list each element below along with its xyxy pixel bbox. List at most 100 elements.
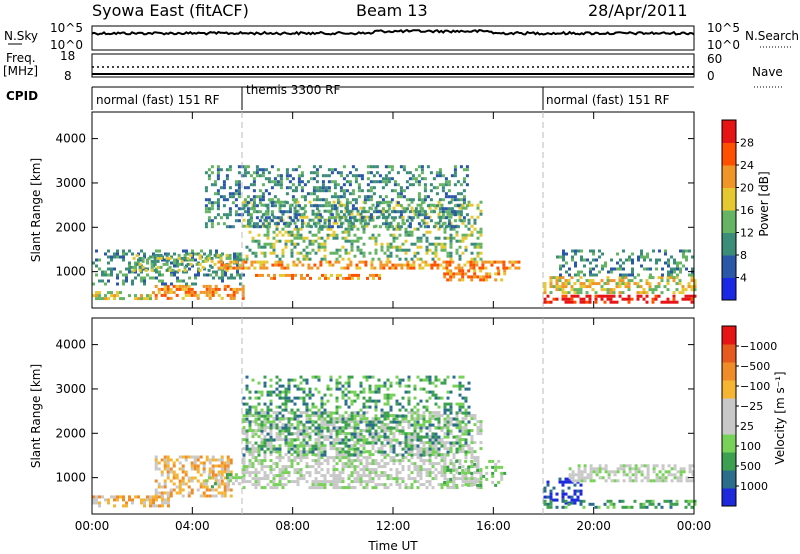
velocity-ytick-0: 1000 bbox=[55, 471, 86, 485]
velocity-xtick-1: 04:00 bbox=[175, 519, 210, 533]
velocity-xlabel: Time UT bbox=[367, 539, 418, 553]
nsky-label: N.Sky bbox=[4, 29, 38, 43]
velocity-region-4 bbox=[242, 375, 471, 457]
power-cbar-tick-1: 8 bbox=[740, 249, 747, 262]
power-region-8 bbox=[204, 165, 469, 229]
velocity-xtick-2: 08:00 bbox=[275, 519, 310, 533]
beam-title: Beam 13 bbox=[356, 1, 428, 20]
velocity-cbar-seg-6 bbox=[722, 380, 736, 399]
power-cbar-seg-6 bbox=[722, 142, 736, 166]
velocity-cbar-seg-4 bbox=[722, 416, 736, 435]
velocity-cbar-tick-5: −100 bbox=[740, 380, 770, 393]
station-title: Syowa East (fitACF) bbox=[92, 1, 249, 20]
velocity-cbar-tick-4: −25 bbox=[740, 400, 763, 413]
power-colorbar-label: Power [dB] bbox=[757, 171, 771, 236]
velocity-cbar-seg-1 bbox=[722, 470, 736, 489]
power-cbar-seg-4 bbox=[722, 187, 736, 211]
velocity-cbar-seg-8 bbox=[722, 344, 736, 363]
power-cbar-seg-1 bbox=[722, 255, 736, 278]
power-cbar-tick-2: 12 bbox=[740, 227, 754, 240]
velocity-cbar-seg-3 bbox=[722, 434, 736, 453]
power-y-axis: 1000 2000 3000 4000 bbox=[55, 132, 694, 279]
velocity-xtick-3: 12:00 bbox=[376, 519, 411, 533]
nsky-panel bbox=[91, 25, 695, 51]
velocity-ytick-3: 4000 bbox=[55, 338, 86, 352]
power-region-1 bbox=[154, 284, 245, 300]
power-cbar-seg-3 bbox=[722, 210, 736, 233]
nsky-line bbox=[91, 28, 695, 36]
velocity-xtick-0: 00:00 bbox=[75, 519, 110, 533]
power-region-4 bbox=[217, 260, 521, 270]
cpid-segment-2: themis 3300 RF bbox=[246, 83, 340, 97]
nsky-tick-top: 10^5 bbox=[50, 21, 83, 35]
velocity-xtick-5: 20:00 bbox=[576, 519, 611, 533]
power-cbar-seg-2 bbox=[722, 232, 736, 256]
power-region-11 bbox=[556, 249, 694, 277]
velocity-y-axis: 1000 2000 3000 4000 bbox=[55, 338, 694, 485]
nsearch-label: N.Search bbox=[745, 29, 799, 43]
velocity-ylabel: Slant Range [km] bbox=[29, 364, 43, 468]
power-heatmap bbox=[92, 165, 697, 304]
power-region-0 bbox=[92, 291, 155, 301]
velocity-cbar-tick-7: −1000 bbox=[740, 340, 777, 353]
power-cbar-tick-4: 20 bbox=[740, 182, 754, 195]
velocity-heatmap bbox=[92, 375, 697, 509]
cpid-segment-1: normal (fast) 151 RF bbox=[96, 93, 220, 107]
nsky-tick-bottom: 10^0 bbox=[50, 38, 83, 52]
velocity-colorbar: 1000 500 100 25 −25 −100 −500 −1000 bbox=[721, 325, 777, 507]
date-title: 28/Apr/2011 bbox=[588, 1, 688, 20]
velocity-cbar-tick-0: 1000 bbox=[740, 480, 768, 493]
power-region-5 bbox=[255, 273, 381, 280]
velocity-region-2 bbox=[204, 473, 244, 489]
power-region-10 bbox=[543, 276, 697, 295]
power-ylabel: Slant Range [km] bbox=[29, 158, 43, 262]
power-colorbar: 4 8 12 16 20 24 28 bbox=[721, 119, 754, 301]
power-region-9 bbox=[543, 294, 697, 304]
cpid-label: CPID bbox=[6, 89, 38, 103]
power-region-3 bbox=[129, 253, 232, 272]
cpid-segment-3: normal (fast) 151 RF bbox=[546, 93, 670, 107]
velocity-region-1 bbox=[154, 455, 233, 498]
velocity-cbar-tick-6: −500 bbox=[740, 360, 770, 373]
power-cbar-tick-3: 16 bbox=[740, 204, 754, 217]
freq-label-2: [MHz] bbox=[3, 64, 38, 78]
velocity-ytick-1: 2000 bbox=[55, 426, 86, 440]
velocity-xtick-4: 16:00 bbox=[476, 519, 511, 533]
velocity-colorbar-label: Velocity [m s⁻¹] bbox=[773, 371, 787, 464]
nsearch-tick-bottom: 10^0 bbox=[707, 38, 740, 52]
power-region-6 bbox=[443, 269, 507, 282]
freq-panel bbox=[91, 53, 695, 78]
velocity-x-axis: 00:00 04:00 08:00 12:00 16:00 20:00 00:00 bbox=[75, 318, 712, 533]
nave-label: Nave bbox=[752, 65, 783, 79]
freq-tick-top: 18 bbox=[60, 49, 75, 63]
nave-tick-top: 60 bbox=[707, 52, 722, 66]
power-ytick-1: 2000 bbox=[55, 220, 86, 234]
velocity-region-0 bbox=[92, 495, 170, 508]
velocity-region-7 bbox=[543, 499, 697, 509]
power-cbar-seg-0 bbox=[722, 277, 736, 301]
nave-tick-bottom: 0 bbox=[707, 69, 715, 83]
power-ytick-0: 1000 bbox=[55, 265, 86, 279]
velocity-cbar-tick-3: 25 bbox=[740, 420, 754, 433]
velocity-ytick-2: 3000 bbox=[55, 382, 86, 396]
velocity-cbar-seg-0 bbox=[722, 488, 736, 507]
velocity-region-8 bbox=[568, 464, 695, 483]
velocity-cbar-seg-2 bbox=[722, 452, 736, 471]
power-x-ticks bbox=[91, 112, 695, 308]
velocity-cbar-seg-9 bbox=[722, 326, 736, 345]
velocity-cbar-seg-5 bbox=[722, 398, 736, 417]
velocity-cbar-tick-2: 100 bbox=[740, 440, 761, 453]
power-region-7 bbox=[242, 200, 483, 261]
freq-label-1: Freq. bbox=[6, 51, 36, 65]
power-cbar-tick-0: 4 bbox=[740, 272, 747, 285]
velocity-xtick-6: 00:00 bbox=[677, 519, 712, 533]
power-cbar-tick-6: 28 bbox=[740, 137, 754, 150]
velocity-cbar-seg-7 bbox=[722, 362, 736, 381]
power-ytick-3: 4000 bbox=[55, 132, 86, 146]
power-cbar-tick-5: 24 bbox=[740, 159, 754, 172]
nsearch-tick-top: 10^5 bbox=[707, 21, 740, 35]
power-ytick-2: 3000 bbox=[55, 176, 86, 190]
power-cbar-seg-5 bbox=[722, 165, 736, 188]
power-cbar-seg-7 bbox=[722, 120, 736, 143]
